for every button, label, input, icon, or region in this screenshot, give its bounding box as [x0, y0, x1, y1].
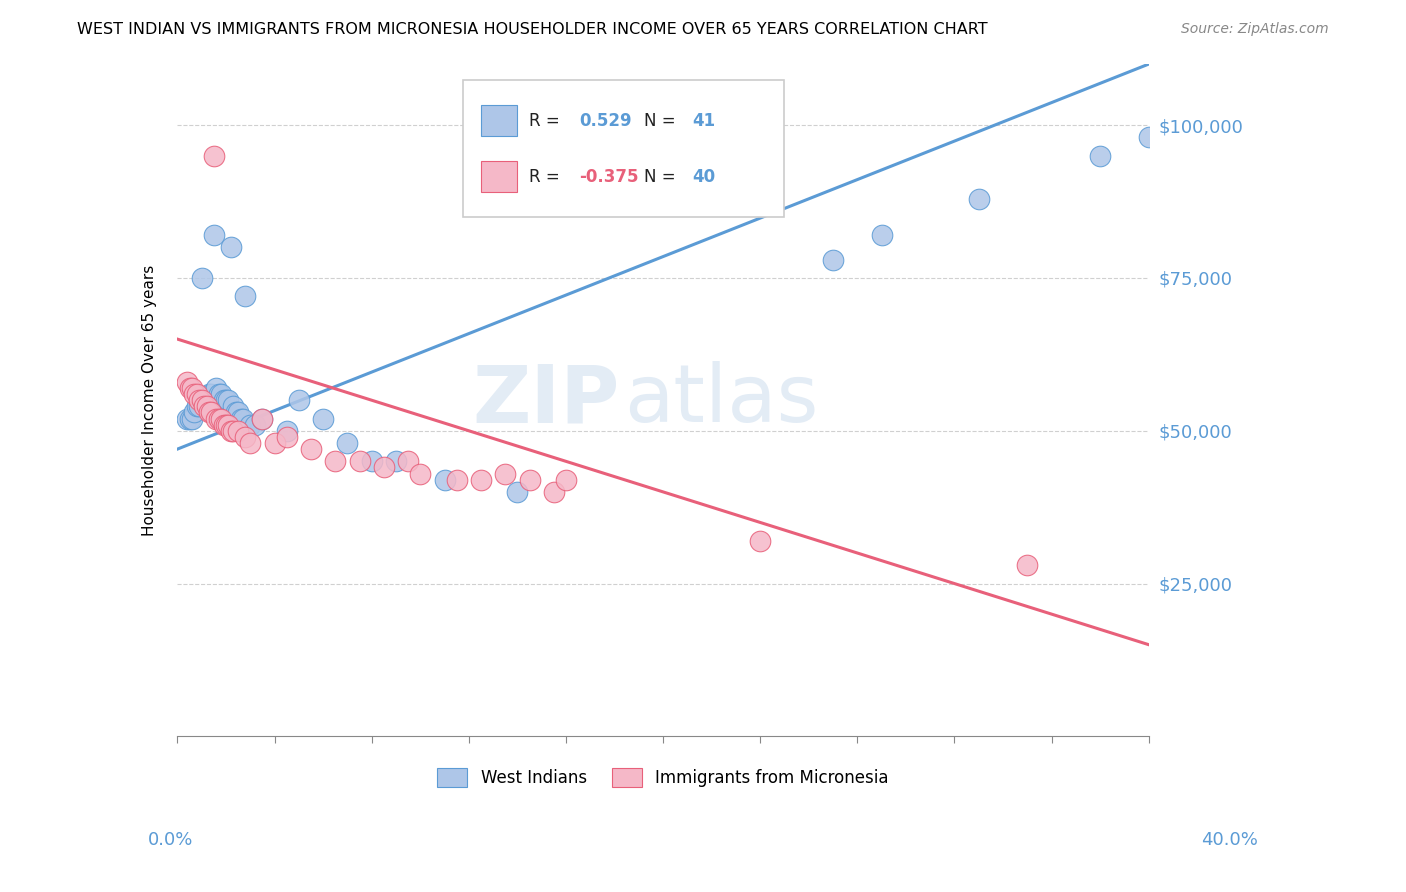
- Text: atlas: atlas: [624, 361, 818, 439]
- Point: [193, 393, 215, 408]
- Point: [276, 424, 298, 438]
- Point: [243, 417, 266, 432]
- Point: [1017, 558, 1039, 573]
- Text: ZIP: ZIP: [472, 361, 620, 439]
- Point: [217, 417, 239, 432]
- Point: [208, 387, 231, 401]
- Point: [360, 454, 382, 468]
- Point: [176, 375, 198, 389]
- Point: [215, 393, 238, 408]
- Text: 0.0%: 0.0%: [148, 831, 193, 849]
- Point: [823, 252, 845, 267]
- Point: [179, 381, 201, 395]
- Point: [276, 430, 298, 444]
- Point: [219, 424, 242, 438]
- Point: [188, 393, 211, 408]
- Point: [208, 411, 231, 425]
- Point: [506, 484, 529, 499]
- Point: [225, 405, 247, 419]
- Text: R =: R =: [529, 168, 565, 186]
- Legend: West Indians, Immigrants from Micronesia: West Indians, Immigrants from Micronesia: [429, 759, 897, 796]
- Point: [176, 411, 198, 425]
- Text: 41: 41: [692, 112, 714, 129]
- Point: [1090, 149, 1112, 163]
- Text: N =: N =: [644, 112, 681, 129]
- Point: [235, 430, 257, 444]
- Point: [263, 436, 285, 450]
- Point: [195, 393, 218, 408]
- Point: [198, 405, 221, 419]
- Point: [190, 271, 212, 285]
- Point: [181, 381, 204, 395]
- Point: [217, 393, 239, 408]
- Point: [239, 436, 262, 450]
- Text: 0.529: 0.529: [579, 112, 631, 129]
- Point: [200, 387, 222, 401]
- Point: [186, 400, 208, 414]
- Point: [543, 484, 565, 499]
- Text: WEST INDIAN VS IMMIGRANTS FROM MICRONESIA HOUSEHOLDER INCOME OVER 65 YEARS CORRE: WEST INDIAN VS IMMIGRANTS FROM MICRONESI…: [77, 22, 988, 37]
- Point: [229, 411, 252, 425]
- Point: [226, 424, 249, 438]
- Point: [205, 381, 228, 395]
- Point: [195, 400, 218, 414]
- Point: [433, 473, 456, 487]
- Point: [205, 411, 228, 425]
- Point: [202, 149, 225, 163]
- Point: [183, 405, 205, 419]
- Point: [555, 473, 578, 487]
- Point: [519, 473, 541, 487]
- Point: [181, 411, 204, 425]
- Point: [494, 467, 516, 481]
- Point: [870, 228, 893, 243]
- Point: [215, 417, 238, 432]
- Point: [179, 411, 201, 425]
- Point: [188, 400, 211, 414]
- Point: [222, 400, 245, 414]
- Point: [385, 454, 408, 468]
- Point: [235, 289, 257, 303]
- Point: [226, 405, 249, 419]
- Point: [299, 442, 322, 456]
- Point: [252, 411, 274, 425]
- Point: [219, 240, 242, 254]
- Y-axis label: Householder Income Over 65 years: Householder Income Over 65 years: [142, 265, 156, 536]
- Point: [183, 387, 205, 401]
- Point: [323, 454, 346, 468]
- Text: R =: R =: [529, 112, 565, 129]
- Point: [288, 393, 311, 408]
- Text: Source: ZipAtlas.com: Source: ZipAtlas.com: [1181, 22, 1329, 37]
- Point: [336, 436, 359, 450]
- Point: [232, 411, 254, 425]
- Point: [409, 467, 432, 481]
- Point: [209, 411, 232, 425]
- Point: [446, 473, 468, 487]
- Point: [193, 400, 215, 414]
- Point: [252, 411, 274, 425]
- Point: [212, 393, 235, 408]
- Text: 40: 40: [692, 168, 714, 186]
- Point: [186, 387, 208, 401]
- Point: [209, 387, 232, 401]
- Point: [312, 411, 335, 425]
- Point: [373, 460, 395, 475]
- Text: N =: N =: [644, 168, 681, 186]
- Text: 40.0%: 40.0%: [1202, 831, 1258, 849]
- Point: [1137, 130, 1160, 145]
- Point: [967, 192, 990, 206]
- Point: [749, 533, 772, 548]
- Point: [349, 454, 371, 468]
- Point: [202, 228, 225, 243]
- Point: [470, 473, 492, 487]
- Point: [198, 387, 221, 401]
- Text: -0.375: -0.375: [579, 168, 638, 186]
- Point: [212, 417, 235, 432]
- Point: [396, 454, 419, 468]
- Point: [190, 393, 212, 408]
- Point: [222, 424, 245, 438]
- Point: [200, 405, 222, 419]
- Point: [239, 417, 262, 432]
